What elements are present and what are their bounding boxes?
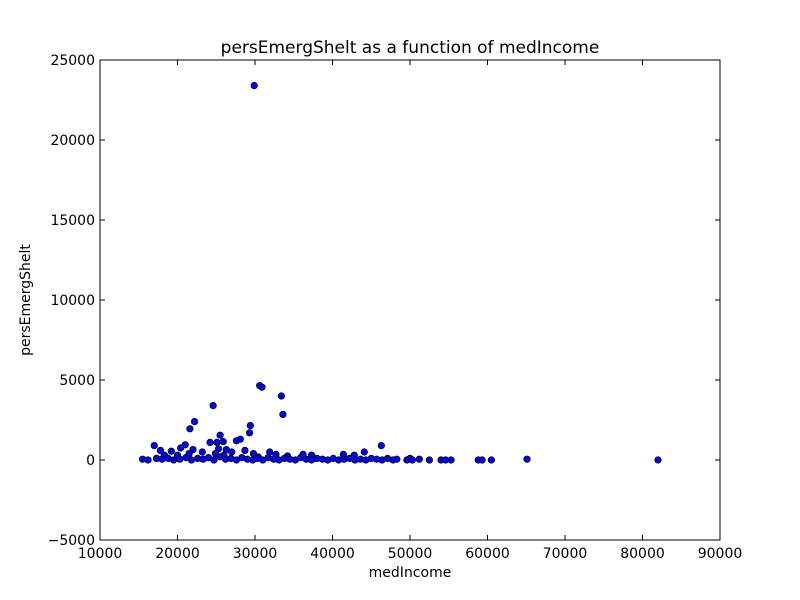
y-tick-label: 0	[86, 453, 95, 469]
data-point	[425, 456, 433, 464]
data-point	[219, 437, 227, 446]
data-point	[487, 456, 495, 464]
data-point	[393, 455, 401, 463]
x-tick-label: 10000	[78, 546, 123, 562]
data-point	[377, 441, 385, 450]
x-tick-label: 80000	[620, 546, 665, 562]
y-tick-label: 5000	[59, 373, 95, 389]
data-point	[209, 401, 217, 410]
chart-title: persEmergShelt as a function of medIncom…	[221, 38, 600, 58]
data-point	[144, 456, 152, 464]
data-point	[213, 438, 221, 446]
data-point	[447, 456, 455, 464]
y-axis-label: persEmergShelt	[18, 244, 34, 356]
y-axis-ticks: −5000 0 5000 10000 15000 20000 25000	[48, 53, 720, 549]
y-tick-label: 15000	[50, 213, 95, 229]
data-point	[150, 441, 158, 450]
data-point	[190, 417, 199, 426]
data-point	[158, 455, 166, 463]
data-point	[176, 455, 184, 463]
data-point	[245, 429, 254, 437]
y-tick-label: 10000	[50, 293, 95, 309]
data-point	[198, 448, 206, 456]
data-point	[232, 437, 240, 445]
x-tick-label: 20000	[155, 546, 200, 562]
data-point	[478, 456, 486, 464]
data-point	[279, 410, 287, 418]
data-point	[258, 383, 266, 391]
data-point	[277, 392, 285, 400]
data-point	[654, 456, 662, 464]
data-point	[206, 438, 214, 446]
data-point	[360, 448, 368, 456]
x-tick-label: 50000	[388, 546, 433, 562]
data-point	[210, 456, 218, 464]
data-point	[170, 456, 178, 464]
data-point	[177, 444, 185, 452]
data-point	[250, 82, 258, 90]
data-point	[186, 425, 194, 433]
y-tick-label: 20000	[50, 133, 95, 149]
data-point	[187, 456, 196, 464]
x-axis-ticks: 10000 20000 30000 40000 50000 60000 70000 80000…	[78, 60, 743, 562]
data-point	[216, 431, 224, 439]
data-point	[156, 446, 165, 454]
data-point	[228, 448, 236, 456]
data-point	[408, 456, 416, 464]
y-tick-label: 25000	[50, 53, 95, 69]
x-tick-label: 60000	[465, 546, 510, 562]
y-tick-label: −5000	[48, 533, 95, 549]
x-tick-label: 90000	[698, 546, 743, 562]
x-axis-label: medIncome	[369, 565, 452, 581]
x-tick-label: 40000	[310, 546, 355, 562]
data-point	[246, 421, 254, 430]
data-points	[139, 82, 662, 464]
data-point	[241, 446, 249, 454]
data-point	[415, 455, 423, 463]
x-tick-label: 70000	[543, 546, 588, 562]
x-tick-label: 30000	[233, 546, 278, 562]
data-point	[167, 447, 175, 455]
data-point	[523, 455, 531, 463]
plot-area	[100, 60, 720, 540]
